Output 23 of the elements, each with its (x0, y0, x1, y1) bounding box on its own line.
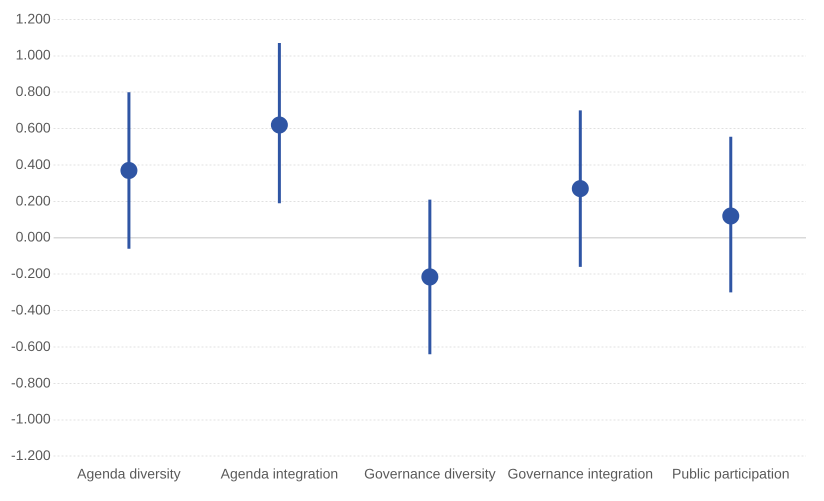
x-tick-label: Public participation (672, 465, 790, 482)
y-tick-label: -0.400 (10, 301, 51, 318)
y-tick-label: -0.600 (10, 338, 51, 354)
y-tick-label: 0.800 (16, 83, 51, 100)
point (722, 207, 740, 224)
point (120, 162, 138, 179)
y-tick-label: -0.200 (10, 265, 51, 282)
y-tick-label: 0.600 (16, 119, 51, 136)
point (421, 268, 438, 286)
y-tick-label: 0.000 (16, 228, 51, 245)
y-tick-label: -0.800 (10, 374, 51, 390)
y-tick-label: 0.200 (16, 192, 51, 208)
point (270, 116, 288, 134)
y-tick-label: 1.000 (16, 46, 51, 63)
y-tick-label: -1.000 (10, 410, 51, 427)
y-tick-label: 1.200 (16, 10, 51, 26)
x-tick-label: Governance diversity (364, 465, 496, 482)
x-tick-label: Governance integration (508, 465, 654, 482)
x-tick-label: Agenda diversity (77, 465, 181, 482)
point (572, 180, 589, 198)
x-tick-label: Agenda integration (220, 465, 338, 482)
y-tick-label: -1.200 (10, 447, 51, 464)
y-tick-label: 0.400 (16, 156, 51, 172)
